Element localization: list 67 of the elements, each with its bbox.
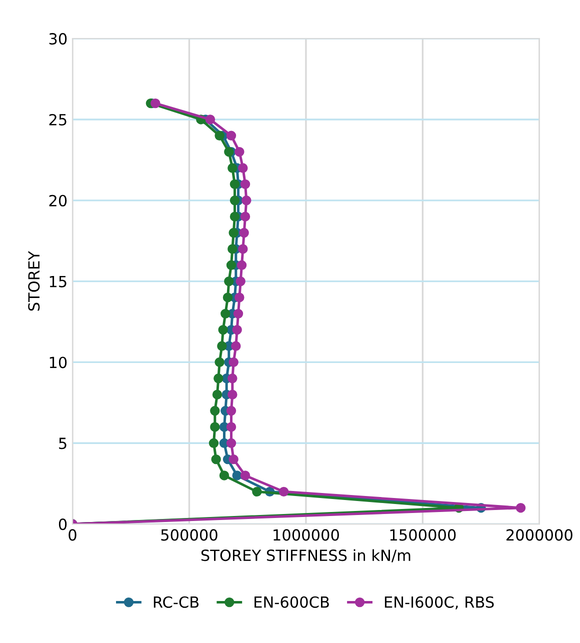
point (232, 470, 242, 480)
y-axis-title: STOREY (28, 250, 40, 311)
point (228, 454, 238, 464)
point (228, 374, 238, 384)
point (516, 503, 526, 513)
point (226, 422, 236, 432)
point (222, 292, 233, 302)
x-tick-label: 1500000 (390, 529, 456, 541)
point (210, 406, 220, 416)
point (236, 260, 247, 270)
point (231, 341, 241, 351)
y-tick-label: 15 (50, 276, 66, 288)
point (219, 470, 230, 480)
point (217, 341, 227, 351)
point (224, 146, 234, 157)
y-tick-label: 30 (49, 33, 67, 45)
point (210, 422, 220, 432)
point (205, 114, 216, 124)
point (228, 244, 238, 254)
x-tick-label: 2000000 (506, 529, 572, 541)
point (214, 130, 224, 141)
point (228, 357, 238, 368)
x-tick-label: 500000 (161, 529, 218, 541)
point (234, 146, 244, 157)
point (234, 292, 244, 302)
point (232, 324, 242, 335)
point (150, 98, 160, 108)
point (230, 179, 240, 190)
point (238, 244, 248, 254)
legend-label: EN-600CB (254, 596, 329, 608)
point (211, 454, 221, 464)
point (230, 196, 240, 206)
point (226, 260, 236, 270)
point (212, 390, 222, 400)
point (239, 228, 249, 238)
point (226, 438, 236, 448)
point (236, 276, 246, 286)
point (224, 276, 234, 286)
point (240, 179, 250, 190)
point (228, 390, 238, 400)
point (218, 324, 228, 335)
legend-label: EN-I600C, RBS (384, 596, 494, 610)
point (252, 486, 262, 497)
point (278, 486, 289, 497)
y-tick-label: 10 (50, 356, 67, 368)
point (214, 374, 224, 384)
point (240, 212, 250, 222)
point (238, 163, 248, 173)
point (226, 406, 236, 416)
point (240, 470, 250, 480)
x-tick-label: 1000000 (274, 529, 339, 541)
point (242, 196, 252, 206)
point (233, 308, 244, 319)
x-tick-label: 0 (68, 529, 76, 541)
point (228, 163, 238, 173)
y-tick-label: 0 (58, 518, 67, 530)
point (228, 228, 238, 238)
x-axis-title: STOREY STIFFNESS in kN/m (201, 549, 410, 562)
point (208, 438, 219, 448)
point (220, 308, 230, 319)
y-tick-label: 25 (49, 114, 66, 126)
y-tick-label: 20 (49, 194, 67, 206)
legend-label: RC-CB (154, 596, 199, 608)
y-tick-label: 5 (59, 438, 66, 450)
point (230, 212, 240, 222)
point (214, 357, 224, 368)
point (226, 130, 236, 141)
